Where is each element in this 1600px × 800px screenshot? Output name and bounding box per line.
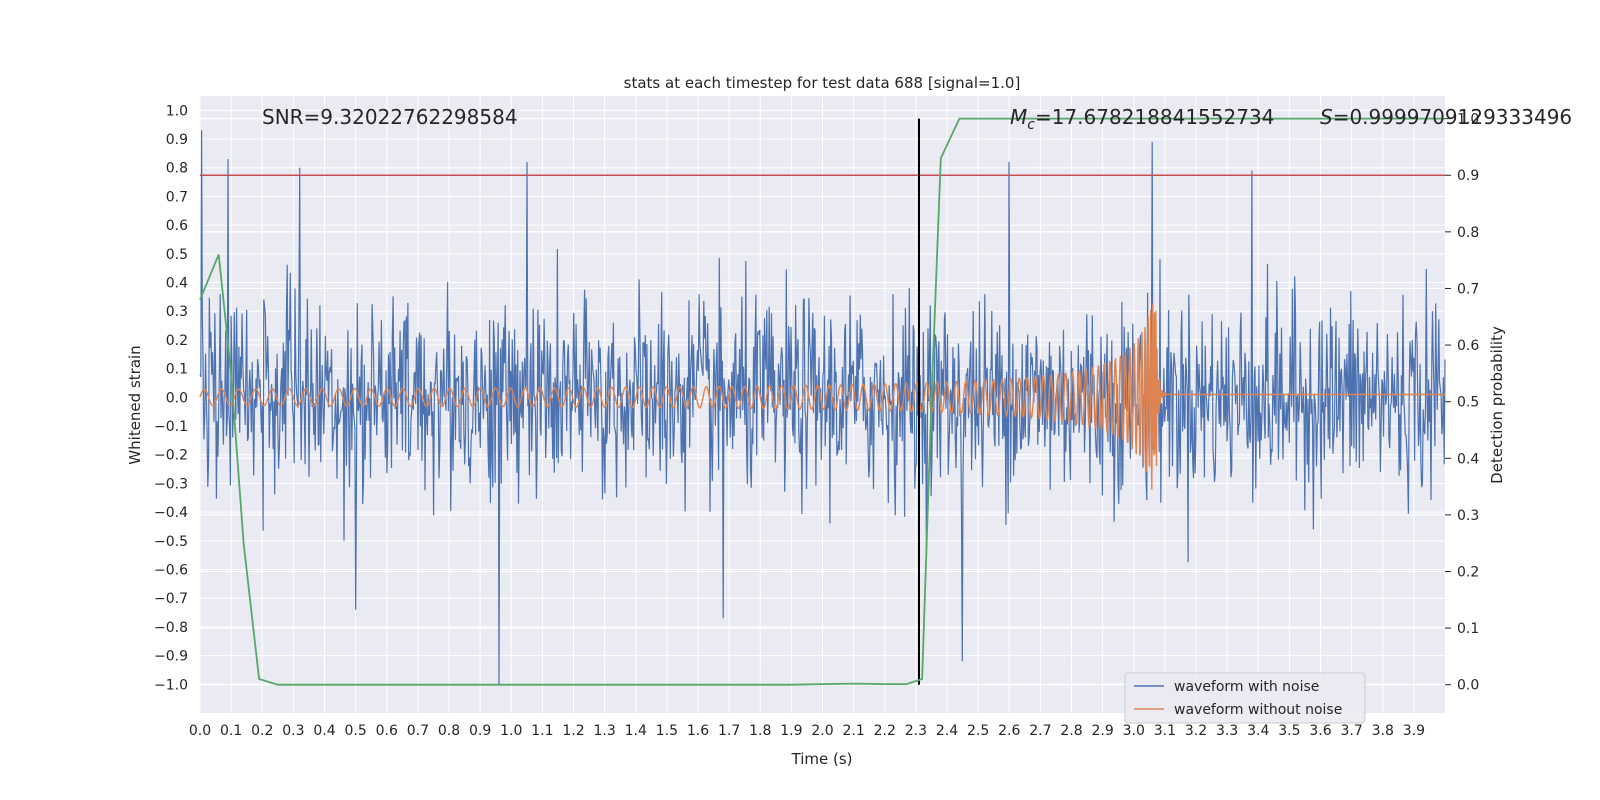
y-tick-label: 0.5 <box>166 247 188 263</box>
y-tick-label: −1.0 <box>154 677 188 693</box>
x-tick-label: 2.1 <box>842 723 864 739</box>
y-tick-label: −0.4 <box>154 505 188 521</box>
x-tick-label: 0.5 <box>344 723 366 739</box>
chirp-mass-subscript: c <box>1027 117 1035 133</box>
y-tick-label: 0.4 <box>166 276 188 292</box>
x-tick-label: 3.5 <box>1278 723 1300 739</box>
y-axis-label: Whitened strain <box>126 345 144 464</box>
y-tick-label: 0.1 <box>166 362 188 378</box>
y-tick-label: 0.8 <box>166 161 188 177</box>
x-tick-label: 0.8 <box>438 723 460 739</box>
x-tick-label: 2.3 <box>905 723 927 739</box>
x-tick-label: 1.6 <box>687 723 709 739</box>
x-tick-label: 1.3 <box>593 723 615 739</box>
y2-tick-label: 0.2 <box>1457 564 1479 580</box>
x-tick-label: 3.1 <box>1154 723 1176 739</box>
chirp-mass-value: =17.678218841552734 <box>1035 105 1274 129</box>
y-tick-label: 0.7 <box>166 189 188 205</box>
x-tick-label: 3.8 <box>1372 723 1394 739</box>
series-waveform-with-noise <box>199 130 1446 685</box>
snr-annotation: SNR=9.32022762298584 <box>262 105 518 129</box>
series-line-waveform-without-noise <box>199 303 1445 490</box>
legend-label-noise: waveform with noise <box>1174 679 1319 695</box>
y-axis-ticks: 1.0 0.9 0.8 0.7 0.6 0.5 0.4 0.3 0.2 0.1 0.0 −0.1 −0.… <box>154 103 188 693</box>
y-tick-label: 0.2 <box>166 333 188 349</box>
y2-tick-label: 0.5 <box>1457 395 1479 411</box>
x-tick-label: 0.7 <box>407 723 429 739</box>
y-tick-label: −0.7 <box>154 591 188 607</box>
chart-title: stats at each timestep for test data 688… <box>624 74 1021 92</box>
x-tick-label: 0.9 <box>469 723 491 739</box>
x-tick-label: 1.5 <box>656 723 678 739</box>
x-tick-label: 3.0 <box>1123 723 1145 739</box>
x-axis-ticks: 0.0 0.1 0.2 0.3 0.4 0.5 0.6 0.7 0.8 0.9 1.0 1.1 1.2 1… <box>189 723 1425 739</box>
y2-tick-label: 0.4 <box>1457 451 1479 467</box>
y2-axis-label: Detection probability <box>1488 326 1506 484</box>
y-tick-label: −0.9 <box>154 649 188 665</box>
y-tick-label: 1.0 <box>166 103 188 119</box>
score-symbol: S <box>1320 105 1333 129</box>
x-tick-label: 1.4 <box>625 723 647 739</box>
x-tick-label: 1.8 <box>749 723 771 739</box>
x-tick-label: 2.2 <box>874 723 896 739</box>
y2-tick-label: 0.9 <box>1457 168 1479 184</box>
x-tick-label: 3.2 <box>1185 723 1207 739</box>
x-tick-label: 3.6 <box>1309 723 1331 739</box>
y2-tick-label: 0.0 <box>1457 678 1479 694</box>
y-tick-label: −0.5 <box>154 534 188 550</box>
chirp-mass-annotation: Mc=17.678218841552734 <box>1010 105 1274 133</box>
y-tick-label: 0.3 <box>166 304 188 320</box>
x-tick-label: 2.4 <box>936 723 958 739</box>
y-tick-label: −0.1 <box>154 419 188 435</box>
x-tick-label: 1.2 <box>562 723 584 739</box>
y-tick-label: −0.3 <box>154 476 188 492</box>
x-tick-label: 3.4 <box>1247 723 1269 739</box>
y2-tick-label: 0.1 <box>1457 621 1479 637</box>
x-tick-label: 0.1 <box>220 723 242 739</box>
score-value: =0.9999709129333496 <box>1333 105 1572 129</box>
x-tick-label: 2.9 <box>1091 723 1113 739</box>
y2-axis-ticks: 1.0 0.9 0.8 0.7 0.6 0.5 0.4 0.3 0.2 0.1 0.0 <box>1445 112 1479 694</box>
x-tick-label: 0.6 <box>376 723 398 739</box>
legend-label-chirp: waveform without noise <box>1174 702 1342 718</box>
chirp-mass-symbol: M <box>1010 105 1027 129</box>
y-tick-label: 0.9 <box>166 132 188 148</box>
x-axis-label: Time (s) <box>791 750 853 768</box>
x-tick-label: 2.5 <box>967 723 989 739</box>
y-tick-label: −0.8 <box>154 620 188 636</box>
x-tick-label: 3.3 <box>1216 723 1238 739</box>
x-tick-label: 0.2 <box>251 723 273 739</box>
y2-tick-label: 0.7 <box>1457 281 1479 297</box>
series-line-waveform-with-noise <box>199 130 1446 685</box>
x-tick-label: 3.7 <box>1340 723 1362 739</box>
x-tick-label: 0.3 <box>282 723 304 739</box>
x-tick-label: 1.9 <box>780 723 802 739</box>
x-tick-label: 1.0 <box>500 723 522 739</box>
legend: waveform with noise waveform without noi… <box>1124 672 1366 724</box>
y-tick-label: 0.0 <box>166 390 188 406</box>
y2-tick-label: 1.0 <box>1457 112 1479 128</box>
reference-lines <box>200 118 1445 685</box>
x-tick-label: 0.4 <box>313 723 335 739</box>
x-tick-label: 1.7 <box>718 723 740 739</box>
x-tick-label: 2.6 <box>998 723 1020 739</box>
legend-box <box>1124 672 1366 724</box>
series-detection-probability <box>199 117 1445 686</box>
series-line-detection-probability <box>199 117 1445 686</box>
y2-tick-label: 0.6 <box>1457 338 1479 354</box>
x-tick-label: 3.9 <box>1403 723 1425 739</box>
y2-tick-label: 0.3 <box>1457 508 1479 524</box>
y-tick-label: 0.6 <box>166 218 188 234</box>
y2-tick-label: 0.8 <box>1457 225 1479 241</box>
series-waveform-without-noise <box>199 303 1445 490</box>
x-tick-label: 2.8 <box>1060 723 1082 739</box>
x-tick-label: 2.0 <box>811 723 833 739</box>
x-tick-label: 1.1 <box>531 723 553 739</box>
x-tick-label: 2.7 <box>1029 723 1051 739</box>
score-annotation: S=0.9999709129333496 <box>1320 105 1572 129</box>
x-tick-label: 0.0 <box>189 723 211 739</box>
y-tick-label: −0.6 <box>154 563 188 579</box>
y-tick-label: −0.2 <box>154 448 188 464</box>
